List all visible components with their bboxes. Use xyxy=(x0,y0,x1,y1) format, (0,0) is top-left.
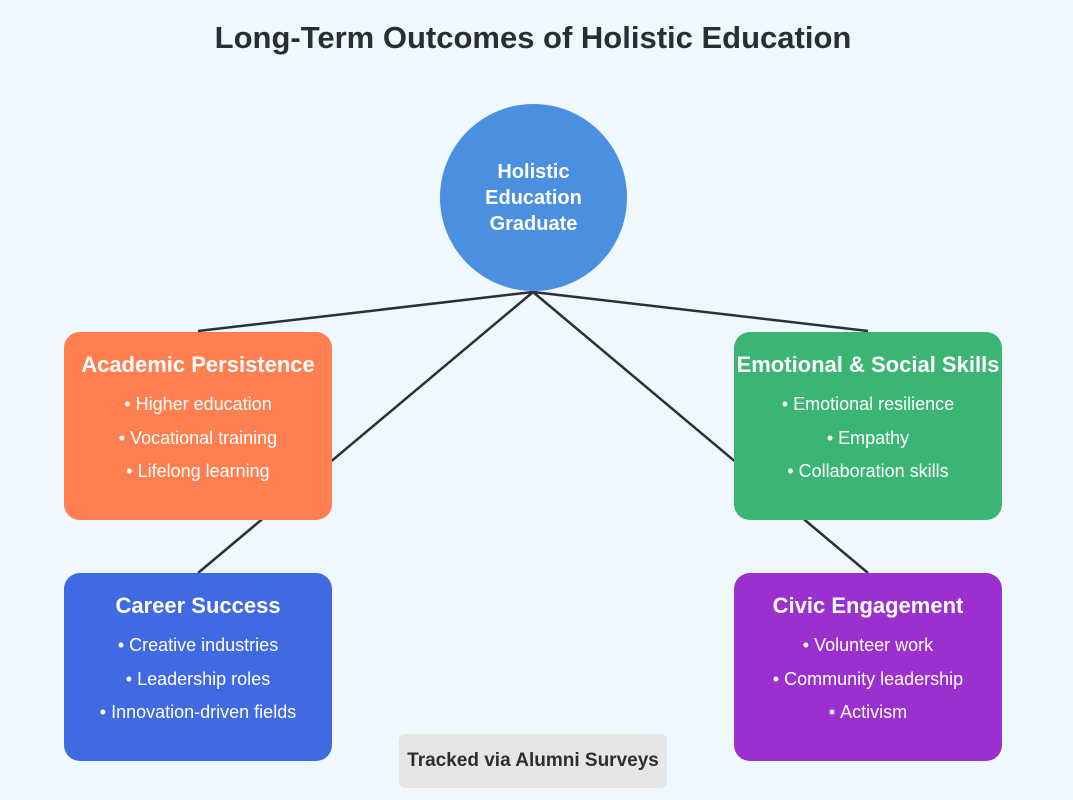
card-list-item: Activism xyxy=(734,696,1002,730)
card-title: Civic Engagement xyxy=(772,593,964,618)
footer-note: Tracked via Alumni Surveys xyxy=(399,734,667,788)
card-title: Emotional & Social Skills xyxy=(736,352,1000,377)
card-list-item: Community leadership xyxy=(734,663,1002,697)
connector-hub-civic xyxy=(532,291,869,574)
card-list-item: Creative industries xyxy=(64,629,332,663)
card-academic-persistence: Academic Persistence Higher education Vo… xyxy=(64,332,332,520)
card-title: Career Success xyxy=(115,593,281,618)
card-list-item: Lifelong learning xyxy=(64,455,332,489)
card-list: Volunteer work Community leadership Acti… xyxy=(734,629,1002,730)
card-list-item: Leadership roles xyxy=(64,663,332,697)
hub-label-line: Holistic xyxy=(497,160,570,183)
card-list: Higher education Vocational training Lif… xyxy=(64,388,332,489)
card-list-item: Collaboration skills xyxy=(734,455,1002,489)
card-list-item: Empathy xyxy=(734,422,1002,456)
hub-node: Holistic Education Graduate xyxy=(440,104,627,291)
card-list-item: Higher education xyxy=(64,388,332,422)
connector-hub-academic xyxy=(197,290,534,333)
card-list: Creative industries Leadership roles Inn… xyxy=(64,629,332,730)
diagram-title: Long-Term Outcomes of Holistic Education xyxy=(214,20,852,55)
connector-hub-emotional xyxy=(532,290,869,333)
card-title: Academic Persistence xyxy=(81,352,315,377)
connector-hub-career xyxy=(197,291,534,574)
hub-label-line: Education xyxy=(485,186,582,209)
card-list: Emotional resilience Empathy Collaborati… xyxy=(734,388,1002,489)
card-emotional-social-skills: Emotional & Social Skills Emotional resi… xyxy=(734,332,1002,520)
hub-label-line: Graduate xyxy=(489,212,578,235)
card-career-success: Career Success Creative industries Leade… xyxy=(64,573,332,761)
card-list-item: Vocational training xyxy=(64,422,332,456)
card-list-item: Innovation-driven fields xyxy=(64,696,332,730)
card-list-item: Volunteer work xyxy=(734,629,1002,663)
card-civic-engagement: Civic Engagement Volunteer work Communit… xyxy=(734,573,1002,761)
card-list-item: Emotional resilience xyxy=(734,388,1002,422)
